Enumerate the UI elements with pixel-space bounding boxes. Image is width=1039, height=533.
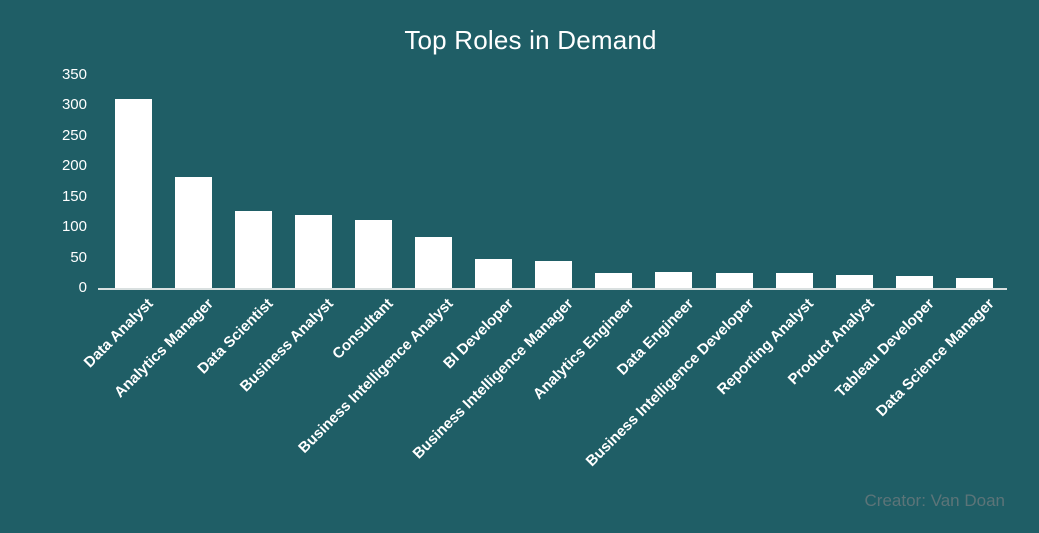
creator-credit: Creator: Van Doan (864, 491, 1005, 510)
bar (114, 98, 152, 288)
bar (895, 275, 933, 288)
bar (655, 272, 693, 288)
bar (174, 176, 212, 288)
y-axis-tick-label: 150 (61, 187, 87, 205)
bar (835, 274, 873, 288)
bar (234, 210, 272, 288)
bar (294, 215, 332, 288)
y-axis-tick-label: 50 (70, 248, 87, 266)
bar (955, 277, 993, 288)
bar (415, 237, 452, 288)
bar (595, 273, 633, 288)
y-axis-tick-label: 250 (61, 126, 87, 144)
bar (715, 272, 753, 288)
chart-title: Top Roles in Demand (404, 25, 657, 55)
y-axis-tick-label: 100 (61, 217, 87, 235)
y-axis-tick-label: 200 (61, 156, 87, 174)
bar (354, 220, 392, 288)
y-axis-tick-label: 300 (61, 95, 87, 113)
bar (775, 272, 813, 288)
y-axis-tick-label: 350 (61, 65, 87, 83)
x-axis-line (98, 288, 1007, 290)
x-axis-category-label: Data Science Manager (873, 295, 998, 420)
bar (475, 259, 513, 288)
y-axis-tick-label: 0 (78, 278, 87, 296)
bar (535, 261, 573, 288)
